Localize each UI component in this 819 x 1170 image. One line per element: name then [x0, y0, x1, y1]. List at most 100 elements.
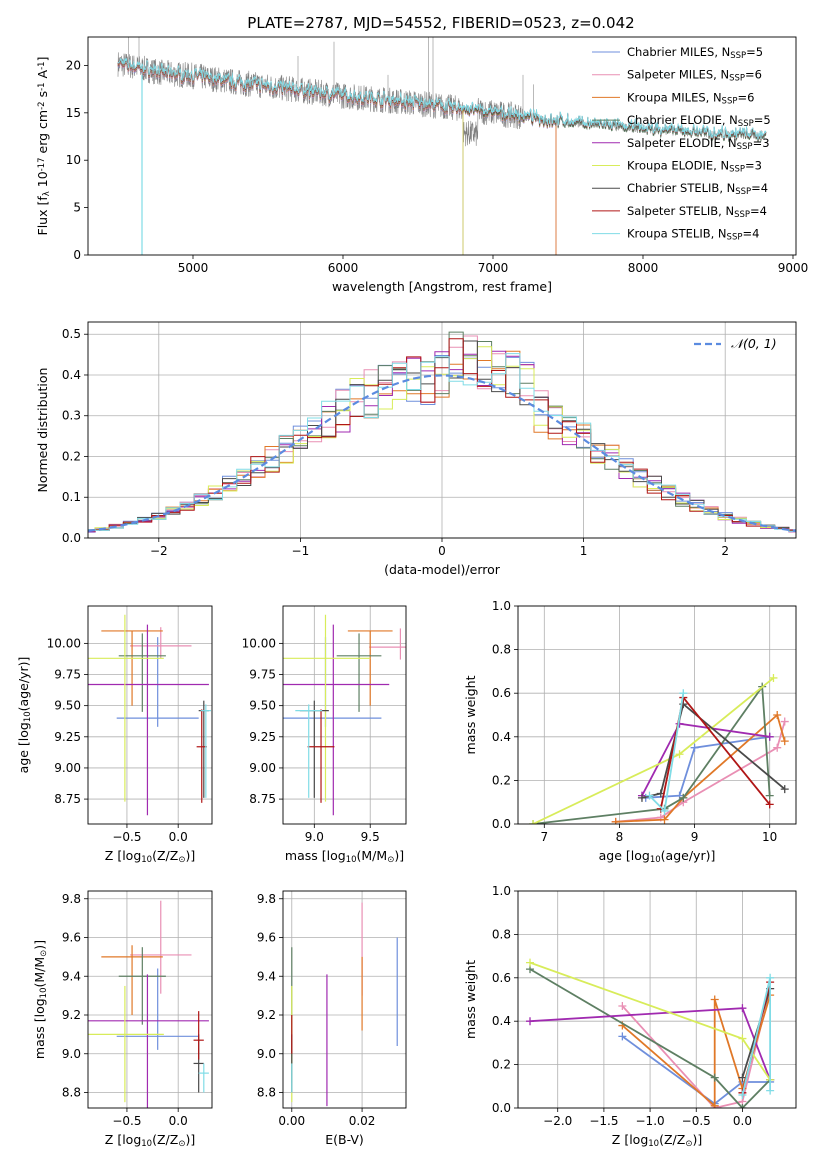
series-marker — [765, 732, 774, 741]
series-marker — [637, 793, 646, 802]
series-marker — [765, 800, 774, 809]
axis-label-x: Z [log10(Z/Z⊙)] — [105, 848, 195, 865]
chart-weight_vs_Z: −2.0 −1.5 −1.0 −0.5 0.0 0.0 0.2 0.4 0.6 0.8 1.0 Z [… — [463, 884, 797, 1149]
tick-label-y: 0.2 — [492, 773, 511, 787]
axes-frame — [517, 890, 797, 1109]
axis-label-y: mass [log10(M/M⊙)] — [32, 940, 49, 1059]
series-kroupa-stelib — [645, 689, 688, 815]
tick-label-y: 9.0 — [257, 1047, 276, 1061]
plot-area — [117, 37, 767, 255]
tick-label-y: 0.4 — [62, 368, 81, 382]
tick-label-y: 0.5 — [62, 327, 81, 341]
errorbar-chabrier-elodie — [118, 633, 166, 712]
tick-label-x: 1 — [580, 544, 588, 558]
series-marker — [526, 958, 535, 967]
series-marker — [780, 785, 789, 794]
tick-label-x: 7 — [540, 830, 548, 844]
tick-label-y: 5 — [73, 201, 81, 215]
tick-label-y: 9.25 — [54, 730, 81, 744]
errorbar-chabrier-miles — [116, 968, 199, 1050]
errorbar-salpeter-stelib — [196, 709, 207, 803]
axis-label-x: Z [log10(Z/Z⊙)] — [105, 1132, 195, 1149]
errorbar-salpeter-stelib — [307, 709, 335, 803]
histogram-chabrier-miles — [88, 355, 796, 533]
errorbar-chabrier-miles — [116, 637, 199, 727]
legend-entry: Salpeter ELODIE, NSSP=3 — [627, 136, 770, 152]
axis-label-y: age [log10(age/yr)] — [16, 657, 33, 774]
series-marker — [526, 1017, 535, 1026]
errorbar-kroupa-elodie — [88, 614, 164, 802]
tick-label-y: 0.8 — [492, 927, 511, 941]
legend-entry: Kroupa MILES, NSSP=6 — [627, 90, 754, 106]
series-marker — [766, 1086, 775, 1095]
axis-label-y: Flux [fλ 10-17 erg cm-2 s-1 A-1] — [35, 57, 52, 236]
chart-spectrum: 5000 6000 7000 8000 9000 0 5 10 15 20 wavelength [… — [35, 36, 808, 294]
series-marker — [766, 973, 775, 982]
series-salpeter-miles — [611, 717, 789, 824]
axes-frame — [87, 605, 213, 825]
series-marker — [645, 791, 654, 800]
tick-label-y: 10 — [66, 153, 81, 167]
model-spectrum-kroupa-stelib — [117, 57, 767, 141]
tick-label-y: 9.25 — [249, 730, 276, 744]
tick-label-x: −0.5 — [112, 1114, 141, 1128]
series-marker — [710, 995, 719, 1004]
errorbar-salpeter-elodie — [88, 974, 209, 1108]
tick-label-x: 0.00 — [278, 1114, 305, 1128]
tick-label-y: 8.75 — [54, 792, 81, 806]
series-kroupa-elodie — [529, 673, 778, 824]
tick-label-y: 8.8 — [257, 1086, 276, 1100]
errorbar-kroupa-miles — [101, 630, 163, 706]
tick-label-x: −2.0 — [543, 1114, 572, 1128]
series-marker — [738, 1004, 747, 1013]
histogram-kroupa-stelib — [88, 353, 796, 532]
series-kroupa-miles — [611, 711, 789, 824]
tick-label-y: 9.8 — [62, 892, 81, 906]
chart-weight_vs_age: 7 8 9 10 0.0 0.2 0.4 0.6 0.8 1.0 age [log10(age/yr… — [463, 599, 797, 865]
errorbar-salpeter-miles — [130, 627, 192, 659]
tick-label-x: 8000 — [628, 261, 659, 275]
axis-label-y: mass weight — [463, 960, 478, 1039]
series-chabrier-elodie — [529, 682, 774, 824]
tick-label-y: 0.1 — [62, 490, 81, 504]
legend-entry-normal: 𝒩(0, 1) — [731, 336, 777, 351]
legend-entry: Salpeter STELIB, NSSP=4 — [627, 204, 767, 220]
tick-label-y: 1.0 — [492, 599, 511, 613]
series-marker — [690, 743, 699, 752]
chart-residuals: −2 −1 0 1 2 0.0 0.1 0.2 0.3 0.4 0.5 (data-model)/er… — [35, 321, 797, 577]
axes-frame — [87, 890, 213, 1109]
tick-label-x: 9 — [691, 830, 699, 844]
errorbar-kroupa-elodie — [283, 614, 371, 802]
tick-label-x: −0.5 — [682, 1114, 711, 1128]
errorbar-salpeter-stelib — [193, 1011, 204, 1060]
axes-frame — [87, 36, 797, 256]
tick-label-x: 6000 — [328, 261, 359, 275]
errorbar-salpeter-miles — [130, 900, 192, 994]
tick-label-x: −1 — [292, 544, 310, 558]
tick-label-x: 9.5 — [361, 830, 380, 844]
tick-label-y: 20 — [66, 58, 81, 72]
tick-label-x: −2 — [150, 544, 168, 558]
legend-entry: Chabrier STELIB, NSSP=4 — [627, 181, 768, 197]
series-marker — [679, 689, 688, 698]
tick-label-x: 0.0 — [169, 830, 188, 844]
series-marker — [738, 1090, 747, 1099]
series-line — [532, 684, 771, 824]
tick-label-y: 9.75 — [54, 668, 81, 682]
plot-area — [526, 958, 775, 1108]
tick-label-x: 2 — [721, 544, 729, 558]
plot-area — [283, 614, 406, 816]
histogram-chabrier-elodie — [88, 331, 796, 532]
tick-label-y: 0 — [73, 248, 81, 262]
chart-age_vs_mass: 9.0 9.5 8.75 9.00 9.25 9.50 9.75 10.00 mass [log… — [242, 605, 407, 865]
series-marker — [618, 1032, 627, 1041]
axis-label-y: Normed distribution — [35, 368, 50, 493]
tick-label-y: 0.0 — [492, 1101, 511, 1115]
tick-label-y: 9.0 — [62, 1047, 81, 1061]
tick-label-y: 9.6 — [257, 931, 276, 945]
tick-label-y: 10.00 — [242, 636, 276, 650]
legend-entry: Chabrier MILES, NSSP=5 — [627, 45, 763, 61]
legend-entry: Salpeter MILES, NSSP=6 — [627, 68, 762, 84]
series-marker — [660, 806, 669, 815]
axis-label-y: mass weight — [463, 675, 478, 754]
